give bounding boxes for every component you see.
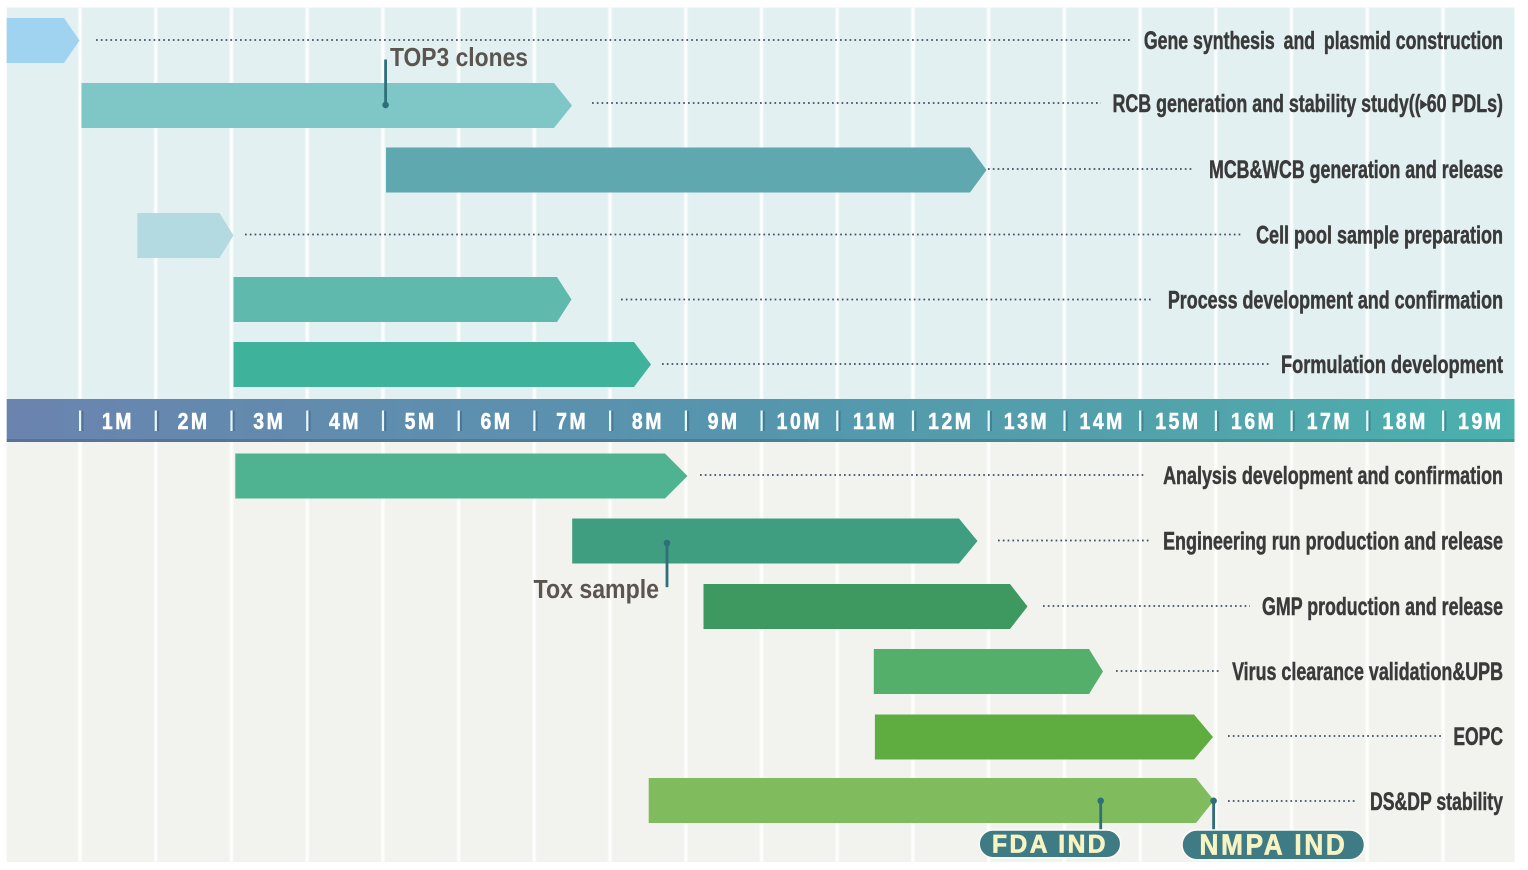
svg-text:16M: 16M: [1231, 408, 1276, 434]
svg-text:3M: 3M: [253, 408, 285, 434]
svg-text:7M: 7M: [556, 408, 588, 434]
svg-text:5M: 5M: [405, 408, 437, 434]
svg-text:RCB generation and stability s: RCB generation and stability study((▸60 …: [1113, 89, 1503, 118]
svg-text:FDA IND: FDA IND: [992, 831, 1108, 858]
svg-text:DS&DP stability: DS&DP stability: [1370, 787, 1503, 816]
svg-text:10M: 10M: [777, 408, 822, 434]
svg-text:Analysis development and confi: Analysis development and confirmation: [1163, 461, 1503, 490]
svg-text:Virus clearance validation&UPB: Virus clearance validation&UPB: [1232, 657, 1503, 686]
svg-text:19M: 19M: [1458, 408, 1503, 434]
svg-text:Cell pool sample preparation: Cell pool sample preparation: [1256, 221, 1503, 250]
svg-text:Engineering run production and: Engineering run production and release: [1163, 527, 1503, 556]
svg-text:MCB&WCB generation and release: MCB&WCB generation and release: [1209, 155, 1503, 184]
svg-text:6M: 6M: [480, 408, 512, 434]
svg-text:NMPA IND: NMPA IND: [1199, 828, 1347, 861]
svg-text:GMP production and release: GMP production and release: [1262, 592, 1503, 621]
svg-text:1M: 1M: [102, 408, 134, 434]
svg-text:12M: 12M: [928, 408, 973, 434]
svg-text:11M: 11M: [853, 408, 897, 434]
svg-text:4M: 4M: [329, 408, 361, 434]
svg-text:13M: 13M: [1004, 408, 1049, 434]
svg-text:Process development and confir: Process development and confirmation: [1168, 286, 1503, 315]
svg-text:EOPC: EOPC: [1453, 722, 1503, 751]
svg-text:Formulation development: Formulation development: [1281, 350, 1503, 379]
svg-text:TOP3 clones: TOP3 clones: [390, 44, 528, 73]
svg-text:2M: 2M: [178, 408, 210, 434]
svg-text:9M: 9M: [708, 408, 740, 434]
svg-text:18M: 18M: [1382, 408, 1427, 434]
svg-text:14M: 14M: [1080, 408, 1125, 434]
svg-text:Tox sample: Tox sample: [534, 576, 659, 605]
svg-text:8M: 8M: [632, 408, 664, 434]
svg-text:Gene synthesis and plasmid con: Gene synthesis and plasmid construction: [1144, 26, 1503, 55]
svg-text:17M: 17M: [1307, 408, 1352, 434]
svg-text:15M: 15M: [1155, 408, 1200, 434]
